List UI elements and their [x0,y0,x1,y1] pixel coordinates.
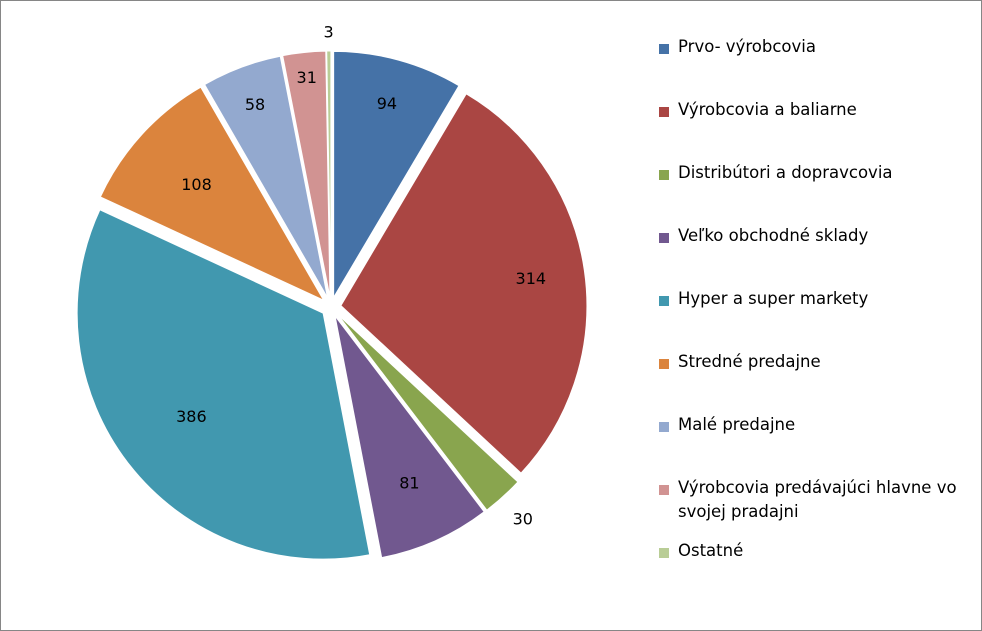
pie-slice-7 [203,55,328,298]
legend-swatch [659,170,669,180]
legend-swatch [659,422,669,432]
legend-swatch [659,107,669,117]
legend-label: Ostatné [678,541,744,560]
legend-label: Malé predajne [678,415,796,434]
data-label-7: 58 [245,95,265,114]
pie-slice-2 [340,93,588,474]
data-label-5: 386 [176,407,207,426]
legend-label: Hyper a super markety [678,289,869,308]
pie-slice-5 [76,209,371,560]
pie-slice-6 [99,86,325,302]
data-label-1: 94 [377,94,397,113]
legend-swatch [659,296,669,306]
legend-swatch [659,44,669,54]
pie-slice-3 [337,314,519,511]
data-label-9: 3 [324,22,334,41]
data-label-6: 108 [181,175,212,194]
data-label-2: 314 [516,269,547,288]
legend-swatch [659,359,669,369]
data-label-3: 30 [513,510,533,529]
pie-slice-4 [334,315,485,559]
pie-chart: 94 314 30 81 386 108 58 31 3 [76,22,588,560]
legend-label: Výrobcovia predávajúci hlavne vo svojej … [678,478,957,521]
legend-swatch [659,548,669,558]
legend-label: Veľko obchodné sklady [678,226,869,245]
pie-slice-8 [282,50,331,298]
legend-label: Stredné predajne [678,352,821,371]
legend-swatch [659,233,669,243]
legend-label: Distribútori a dopravcovia [678,163,893,182]
legend-swatch [659,485,669,495]
legend-label: Prvo- výrobcovia [678,37,816,56]
data-label-4: 81 [399,473,419,492]
legend-label: Výrobcovia a baliarne [678,100,857,119]
pie-slice-9 [326,50,332,298]
data-label-8: 31 [297,68,317,87]
pie-slice-1 [333,50,460,300]
